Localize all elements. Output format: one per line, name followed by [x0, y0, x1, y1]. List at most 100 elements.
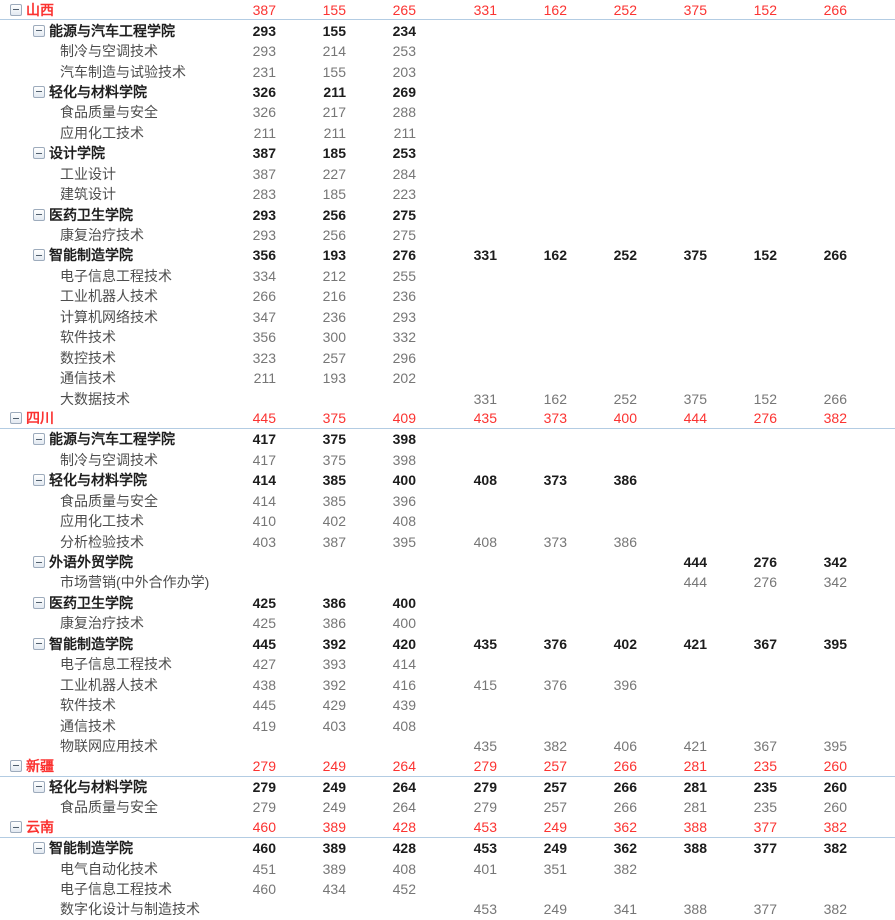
- value-cell[interactable]: 257: [543, 799, 567, 816]
- value-cell[interactable]: 288: [392, 104, 416, 121]
- value-cell[interactable]: 249: [543, 819, 567, 836]
- value-cell[interactable]: 388: [683, 840, 707, 857]
- value-cell[interactable]: 385: [322, 472, 346, 489]
- row-label-cell[interactable]: 智能制造学院: [0, 634, 216, 654]
- value-cell[interactable]: 398: [392, 451, 416, 468]
- value-cell[interactable]: 347: [252, 308, 276, 325]
- value-cell[interactable]: 408: [473, 472, 497, 489]
- value-cell[interactable]: 444: [683, 554, 707, 571]
- value-cell[interactable]: 279: [473, 757, 497, 774]
- value-cell[interactable]: 279: [252, 757, 276, 774]
- value-cell[interactable]: 155: [322, 1, 346, 18]
- value-cell[interactable]: 249: [322, 757, 346, 774]
- value-cell[interactable]: 429: [322, 697, 346, 714]
- value-cell[interactable]: 279: [252, 778, 276, 795]
- value-cell[interactable]: 453: [473, 840, 497, 857]
- value-cell[interactable]: 185: [322, 186, 346, 203]
- value-cell[interactable]: 193: [322, 247, 346, 264]
- value-cell[interactable]: 375: [683, 1, 707, 18]
- value-cell[interactable]: 389: [322, 819, 346, 836]
- row-label-cell[interactable]: 轻化与材料学院: [0, 470, 216, 490]
- value-cell[interactable]: 395: [823, 635, 847, 652]
- collapse-icon[interactable]: [33, 433, 45, 446]
- value-cell[interactable]: 264: [392, 799, 416, 816]
- value-cell[interactable]: 155: [322, 63, 346, 80]
- value-cell[interactable]: 332: [392, 329, 416, 346]
- value-cell[interactable]: 435: [473, 410, 497, 427]
- row-label-cell[interactable]: 软件技术: [0, 695, 216, 715]
- row-label-cell[interactable]: 电子信息工程技术: [0, 266, 216, 286]
- value-cell[interactable]: 408: [392, 717, 416, 734]
- row-label-cell[interactable]: 通信技术: [0, 716, 216, 736]
- collapse-icon[interactable]: [10, 821, 22, 834]
- value-cell[interactable]: 375: [683, 247, 707, 264]
- value-cell[interactable]: 331: [473, 1, 497, 18]
- value-cell[interactable]: 416: [392, 676, 416, 693]
- value-cell[interactable]: 453: [473, 819, 497, 836]
- value-cell[interactable]: 223: [392, 186, 416, 203]
- value-cell[interactable]: 234: [392, 22, 416, 39]
- row-label-cell[interactable]: 康复治疗技术: [0, 225, 216, 245]
- value-cell[interactable]: 452: [392, 881, 416, 898]
- value-cell[interactable]: 382: [543, 737, 567, 754]
- value-cell[interactable]: 331: [473, 390, 497, 407]
- collapse-icon[interactable]: [33, 780, 45, 793]
- value-cell[interactable]: 253: [392, 145, 416, 162]
- value-cell[interactable]: 281: [683, 778, 707, 795]
- value-cell[interactable]: 388: [683, 901, 707, 918]
- value-cell[interactable]: 414: [252, 472, 276, 489]
- collapse-icon[interactable]: [33, 474, 45, 487]
- value-cell[interactable]: 214: [322, 43, 346, 60]
- value-cell[interactable]: 377: [753, 819, 777, 836]
- value-cell[interactable]: 375: [322, 451, 346, 468]
- value-cell[interactable]: 266: [613, 799, 637, 816]
- value-cell[interactable]: 341: [613, 901, 637, 918]
- value-cell[interactable]: 326: [252, 104, 276, 121]
- value-cell[interactable]: 389: [322, 840, 346, 857]
- row-label-cell[interactable]: 工业机器人技术: [0, 675, 216, 695]
- value-cell[interactable]: 400: [392, 615, 416, 632]
- value-cell[interactable]: 212: [322, 267, 346, 284]
- value-cell[interactable]: 382: [823, 410, 847, 427]
- collapse-icon[interactable]: [33, 24, 45, 37]
- value-cell[interactable]: 385: [322, 492, 346, 509]
- value-cell[interactable]: 377: [753, 840, 777, 857]
- value-cell[interactable]: 386: [322, 594, 346, 611]
- value-cell[interactable]: 403: [322, 717, 346, 734]
- row-label-cell[interactable]: 能源与汽车工程学院: [0, 429, 216, 449]
- value-cell[interactable]: 342: [823, 554, 847, 571]
- row-label-cell[interactable]: 制冷与空调技术: [0, 41, 216, 61]
- value-cell[interactable]: 382: [823, 901, 847, 918]
- row-label-cell[interactable]: 轻化与材料学院: [0, 777, 216, 797]
- row-label-cell[interactable]: 设计学院: [0, 143, 216, 163]
- value-cell[interactable]: 421: [683, 635, 707, 652]
- value-cell[interactable]: 293: [252, 22, 276, 39]
- value-cell[interactable]: 265: [392, 1, 416, 18]
- value-cell[interactable]: 415: [473, 676, 497, 693]
- value-cell[interactable]: 419: [252, 717, 276, 734]
- value-cell[interactable]: 293: [392, 308, 416, 325]
- value-cell[interactable]: 326: [252, 83, 276, 100]
- row-label-cell[interactable]: 工业设计: [0, 164, 216, 184]
- collapse-icon[interactable]: [33, 249, 45, 262]
- value-cell[interactable]: 152: [753, 1, 777, 18]
- value-cell[interactable]: 342: [823, 574, 847, 591]
- value-cell[interactable]: 155: [322, 22, 346, 39]
- value-cell[interactable]: 356: [252, 329, 276, 346]
- row-label-cell[interactable]: 应用化工技术: [0, 511, 216, 531]
- value-cell[interactable]: 293: [252, 206, 276, 223]
- collapse-icon[interactable]: [10, 412, 22, 425]
- row-label-cell[interactable]: 应用化工技术: [0, 123, 216, 143]
- value-cell[interactable]: 403: [252, 533, 276, 550]
- value-cell[interactable]: 293: [252, 43, 276, 60]
- value-cell[interactable]: 252: [613, 390, 637, 407]
- value-cell[interactable]: 296: [392, 349, 416, 366]
- value-cell[interactable]: 256: [322, 206, 346, 223]
- value-cell[interactable]: 451: [252, 860, 276, 877]
- value-cell[interactable]: 260: [823, 799, 847, 816]
- value-cell[interactable]: 375: [322, 410, 346, 427]
- value-cell[interactable]: 439: [392, 697, 416, 714]
- value-cell[interactable]: 400: [392, 472, 416, 489]
- row-label-cell[interactable]: 新疆: [0, 756, 216, 776]
- value-cell[interactable]: 284: [392, 165, 416, 182]
